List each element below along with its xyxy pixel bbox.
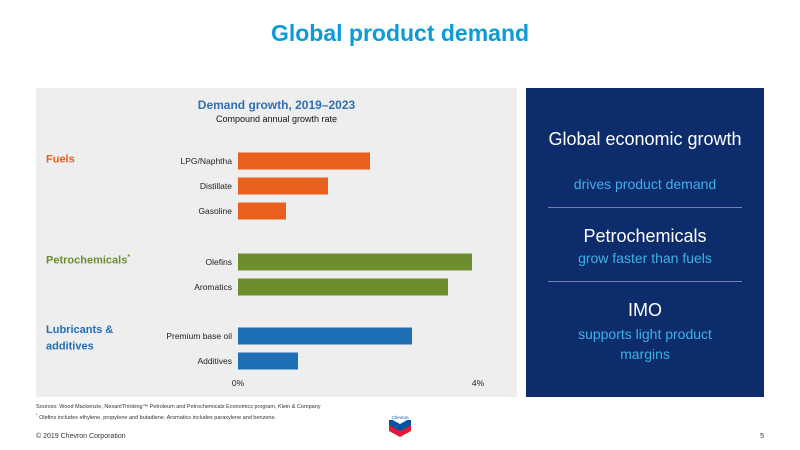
chevron-logo: Chevron (388, 415, 412, 437)
point-2-sub: grow faster than fuels (578, 250, 712, 266)
footnote: * Olefins includes ethylene, propylene a… (36, 412, 277, 421)
x-tick-label: 0% (232, 378, 245, 388)
category-label-distillate: Distillate (200, 181, 232, 191)
x-tick-label: 4% (472, 378, 485, 388)
bar-gasoline (238, 202, 286, 220)
sources-text: Sources: Wood Mackenzie, NexantThinking™… (36, 404, 321, 410)
category-label-olefins: Olefins (206, 257, 232, 267)
logo-wordmark: Chevron (391, 415, 409, 420)
bar-aromatics (238, 278, 448, 296)
key-points-panel: Global economic growth drives product de… (526, 88, 764, 397)
divider (548, 207, 742, 208)
page-title: Global product demand (270, 20, 530, 46)
point-2-heading: Petrochemicals (583, 226, 707, 246)
logo-wordmark-band (388, 415, 412, 420)
bar-olefins (238, 253, 472, 271)
bar-additives (238, 352, 298, 370)
copyright: © 2019 Chevron Corporation (36, 433, 126, 440)
chart-subtitle: Compound annual growth rate (215, 114, 338, 124)
group-label-lubricants: Lubricants & additives (46, 324, 114, 353)
category-label-additives: Additives (198, 356, 233, 366)
point-1-heading: Global economic growth (548, 129, 742, 149)
bar-premium-base-oil (238, 327, 412, 345)
category-label-lpg-naphtha: LPG/Naphtha (180, 156, 232, 166)
page-number: 5 (760, 433, 764, 440)
chart-title: Demand growth, 2019–2023 (197, 98, 356, 112)
category-label-aromatics: Aromatics (194, 282, 232, 292)
group-label-petrochemicals: Petrochemicals* (46, 254, 131, 267)
category-label-premium-base-oil: Premium base oil (166, 331, 232, 341)
category-label-gasoline: Gasoline (198, 206, 232, 216)
group-label-fuels: Fuels (46, 153, 75, 166)
logo-chevron-top (389, 418, 411, 431)
sources-note: Sources: Wood Mackenzie, NexantThinking™… (36, 404, 321, 422)
divider (548, 281, 742, 282)
point-3-heading: IMO (628, 300, 662, 320)
bar-lpg-naphtha (238, 152, 370, 170)
chart-panel: Demand growth, 2019–2023 Compound annual… (36, 88, 517, 397)
point-1-sub: drives product demand (573, 176, 717, 192)
point-3-sub: supports light product margins (578, 326, 712, 362)
bar-chart: LPG/Naphtha Distillate Gasoline Olefins Arom… (166, 152, 485, 388)
bar-distillate (238, 177, 328, 195)
